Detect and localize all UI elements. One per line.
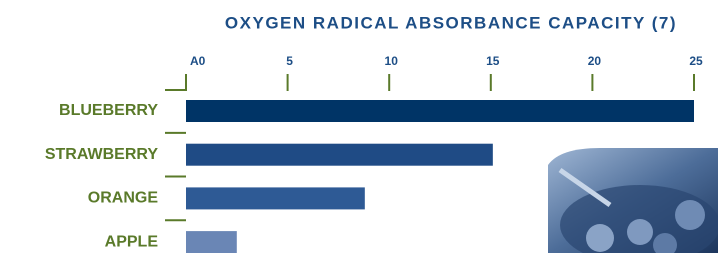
page: {"chart_data": {"type": "bar", "orientat… — [0, 0, 718, 253]
bar — [186, 144, 493, 166]
chart-title: OXYGEN RADICAL ABSORBANCE CAPACITY (7) — [225, 13, 677, 32]
x-tick-label: 10 — [385, 54, 399, 68]
bar — [186, 100, 694, 122]
x-tick-label: 5 — [286, 54, 293, 68]
x-tick-label: A0 — [190, 54, 206, 68]
bar — [186, 231, 237, 253]
category-label: APPLE — [105, 233, 159, 250]
category-label: BLUEBERRY — [59, 102, 158, 119]
x-tick-label: 15 — [486, 54, 500, 68]
chart: OXYGEN RADICAL ABSORBANCE CAPACITY (7) A… — [0, 0, 718, 253]
photo — [548, 148, 718, 253]
x-tick-label: 20 — [588, 54, 602, 68]
x-tick-label: 25 — [689, 54, 703, 68]
bar — [186, 187, 365, 209]
category-label: ORANGE — [88, 190, 159, 207]
category-label: STRAWBERRY — [45, 146, 159, 163]
